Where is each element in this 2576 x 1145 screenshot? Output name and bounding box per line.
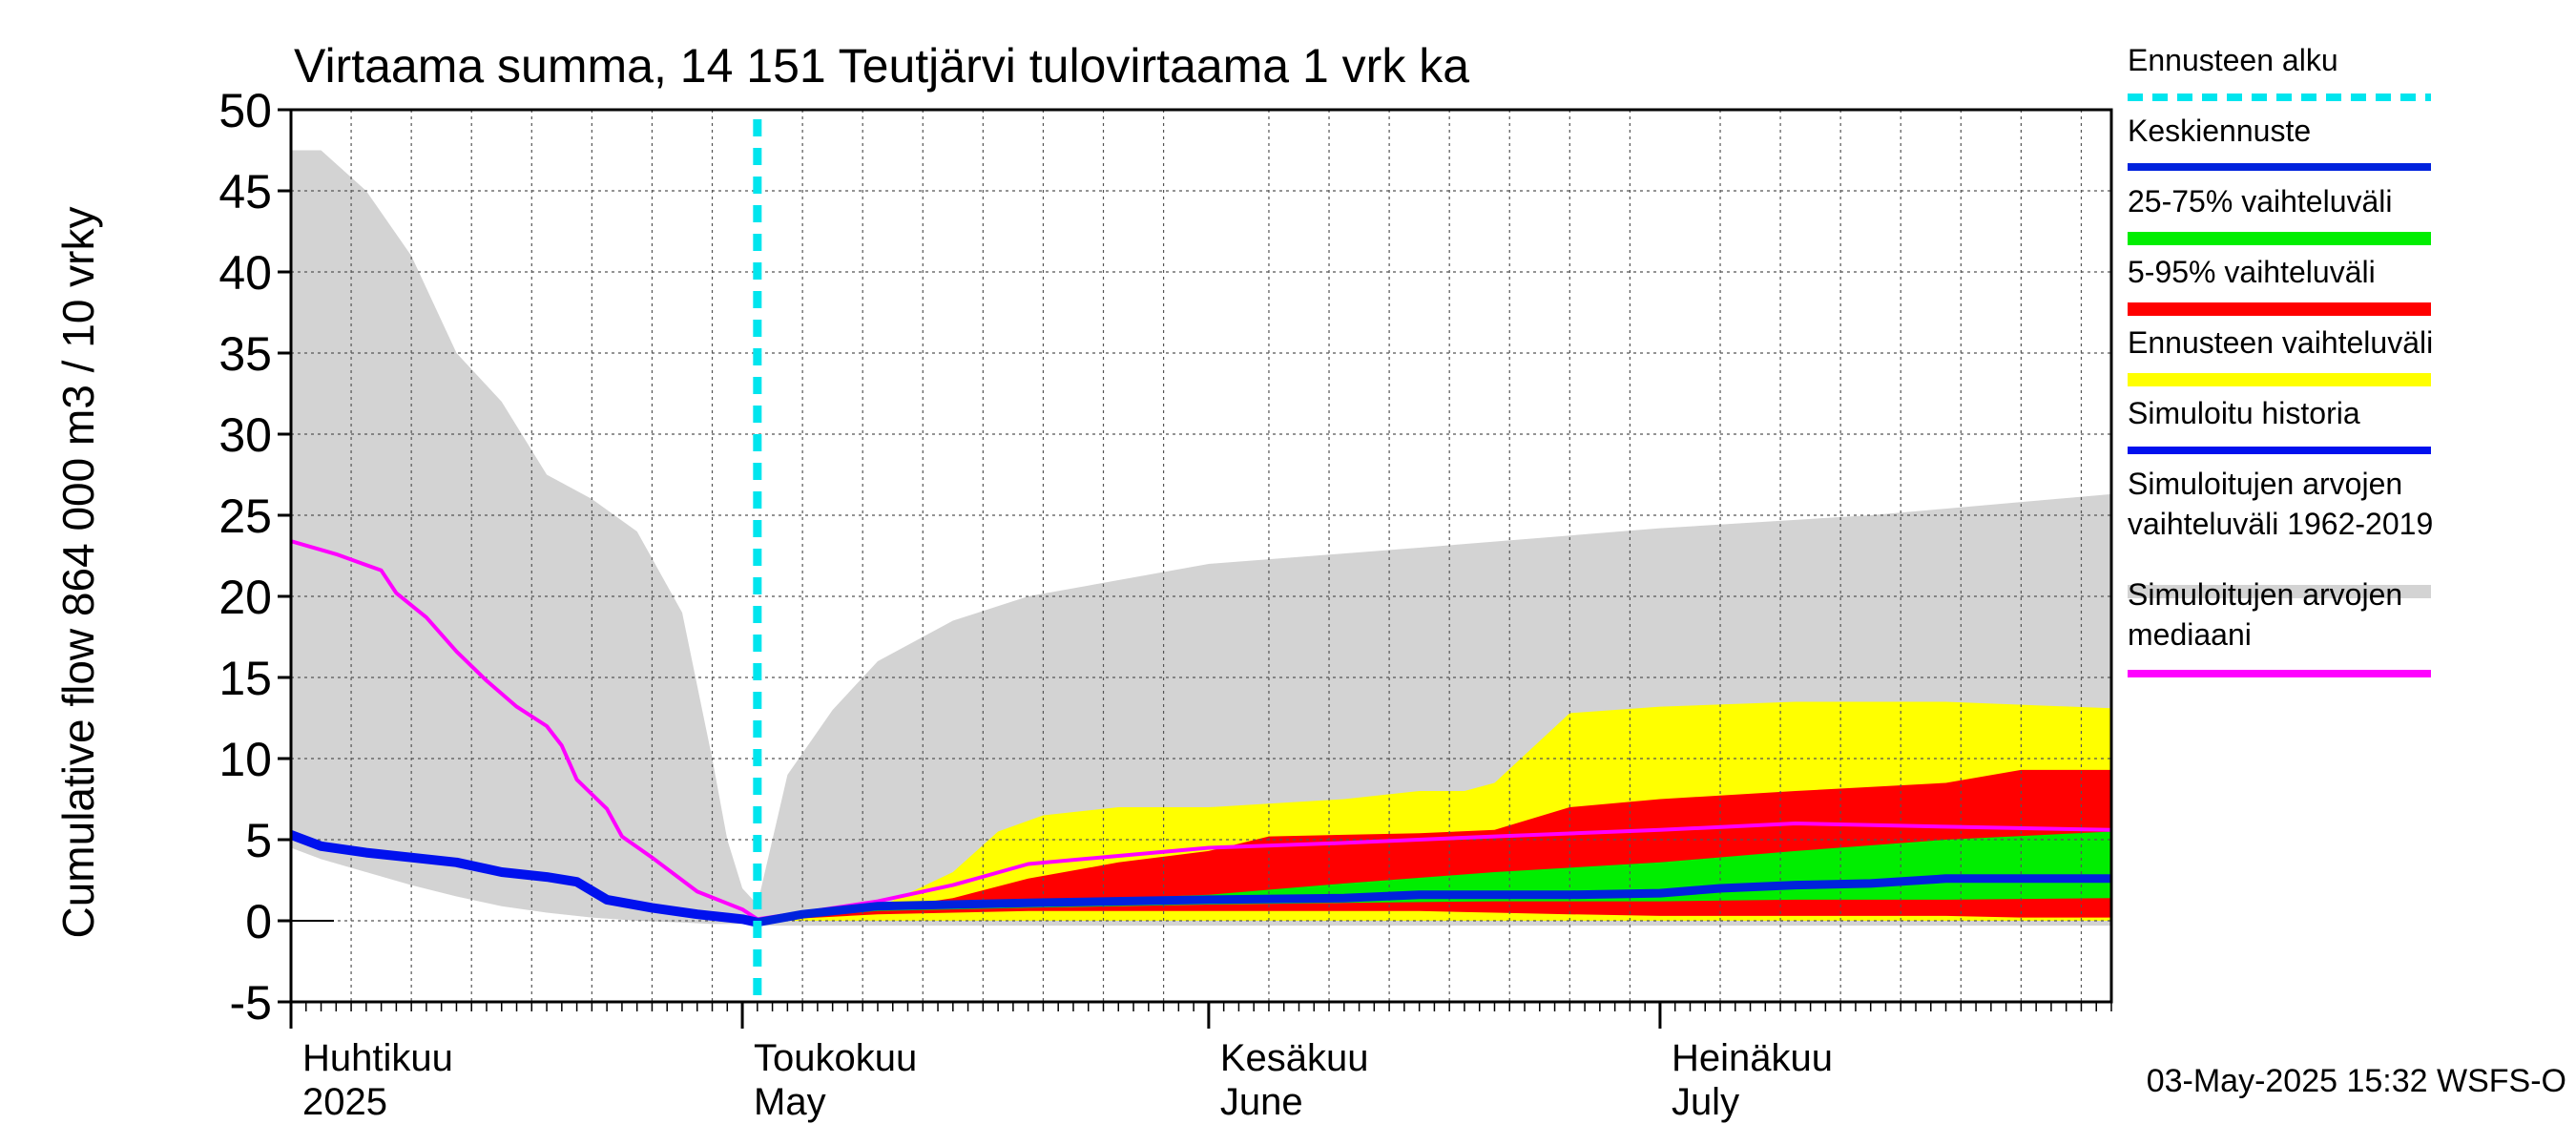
- month-label-en: June: [1220, 1081, 1303, 1123]
- y-tick-label: 40: [218, 246, 272, 300]
- legend-label-hist-range: Simuloitujen arvojen: [2128, 467, 2402, 501]
- hist-median-line: [291, 539, 2111, 922]
- y-tick-label: 25: [218, 489, 272, 543]
- legend-label-sim-history: Simuloitu historia: [2128, 396, 2360, 430]
- legend-label-p25-75: 25-75% vaihteluväli: [2128, 184, 2393, 219]
- plot-area: [291, 110, 2111, 1002]
- y-axis-ticks: -5 0 5 10 15 20 25 30 35 40 45 50: [218, 84, 291, 1030]
- lines-layer: [291, 829, 2111, 927]
- y-tick-label: 5: [245, 814, 272, 867]
- plot-frame: [289, 108, 2113, 1004]
- legend-label-forecast-range: Ennusteen vaihteluväli: [2128, 325, 2433, 360]
- sim-history-line: [291, 829, 762, 927]
- month-label-fi: Heinäkuu: [1672, 1037, 1833, 1079]
- legend-label-hist-median: Simuloitujen arvojen: [2128, 577, 2402, 612]
- y-tick-label: 35: [218, 327, 272, 381]
- y-tick-label: 15: [218, 652, 272, 705]
- p25-75-band: [757, 831, 2111, 921]
- legend-label-mean-forecast: Keskiennuste: [2128, 114, 2311, 148]
- timestamp: 03-May-2025 15:32 WSFS-O: [2147, 1063, 2566, 1099]
- month-label-fi: Kesäkuu: [1220, 1037, 1369, 1079]
- month-label-fi: Huhtikuu: [302, 1037, 453, 1079]
- p25-75-layer: [757, 831, 2111, 921]
- y-tick-label: 30: [218, 408, 272, 462]
- mean-forecast-line: [753, 874, 2111, 927]
- legend-label-p5-95: 5-95% vaihteluväli: [2128, 255, 2376, 289]
- y-tick-label: 10: [218, 733, 272, 786]
- y-axis-label: Cumulative flow 864 000 m3 / 10 vrky: [53, 206, 103, 938]
- legend-label-hist-median: mediaani: [2128, 617, 2252, 652]
- y-tick-label: -5: [230, 976, 272, 1030]
- chart-title: Virtaama summa, 14 151 Teutjärvi tulovir…: [294, 39, 1469, 93]
- y-tick-label: 50: [218, 84, 272, 137]
- y-tick-label: 45: [218, 165, 272, 219]
- median-layer: [291, 539, 2111, 922]
- y-tick-label: 0: [245, 895, 272, 948]
- legend-label-hist-range: vaihteluväli 1962-2019: [2128, 507, 2433, 541]
- x-axis-ticks: [289, 1002, 2112, 1029]
- month-label-fi: Toukokuu: [754, 1037, 917, 1079]
- month-label-en: 2025: [302, 1081, 387, 1123]
- month-label-en: July: [1672, 1081, 1739, 1123]
- legend: Ennusteen alku Keskiennuste 25-75% vaihtel…: [2128, 43, 2433, 677]
- legend-label-forecast-start: Ennusteen alku: [2128, 43, 2338, 77]
- grid-layer: [291, 110, 2111, 1002]
- y-tick-label: 20: [218, 571, 272, 624]
- month-label-en: May: [754, 1081, 826, 1123]
